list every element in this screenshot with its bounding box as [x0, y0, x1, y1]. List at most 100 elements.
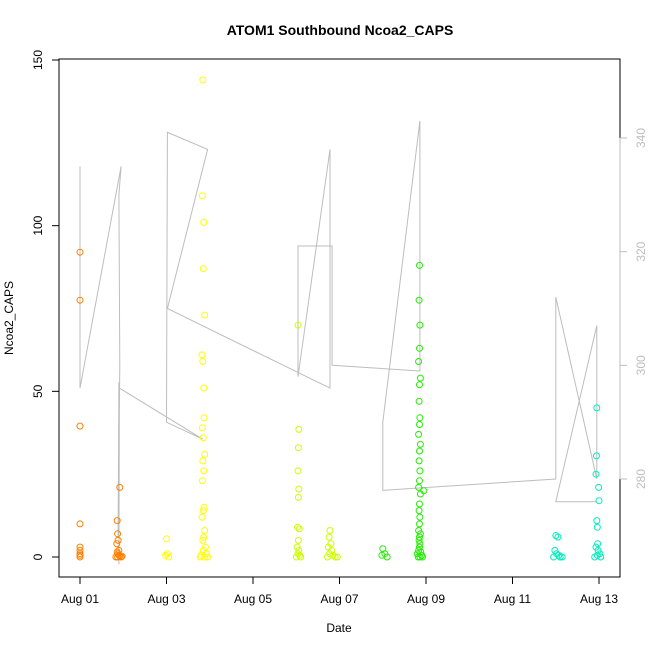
scatter-point — [199, 536, 207, 544]
scatter-point — [558, 553, 566, 561]
scatter-point — [416, 490, 424, 498]
scatter-point — [416, 467, 424, 475]
scatter-point — [333, 553, 341, 561]
scatter-point — [416, 500, 423, 508]
scatter-point — [76, 546, 84, 554]
scatter-point — [198, 513, 206, 521]
y-tick-label: 0 — [31, 553, 45, 560]
y-tick-label: 150 — [31, 50, 45, 70]
y-tick-label: 50 — [31, 384, 45, 398]
scatter-point — [294, 493, 302, 501]
scatter-point — [416, 530, 424, 538]
y-axis: 0 50 100 150 — [31, 50, 60, 560]
scatter-point — [200, 503, 208, 511]
scatter-point — [163, 535, 170, 543]
scatter-point — [199, 457, 207, 465]
scatter-point — [294, 536, 302, 544]
y-tick-label: 100 — [31, 215, 45, 235]
scatter-point — [200, 414, 208, 422]
scatter-point — [416, 440, 424, 448]
scatter-point — [76, 248, 84, 256]
x-tick-label: Aug 09 — [407, 592, 445, 606]
scatter-point — [200, 533, 208, 541]
scatter-point — [118, 552, 126, 560]
x-tick-label: Aug 03 — [147, 592, 185, 606]
x-axis: Aug 01 Aug 03 Aug 05 Aug 07 Aug 09 Aug 11 Aug … — [61, 576, 618, 606]
scatter-point — [198, 424, 206, 432]
scatter-point — [416, 477, 423, 485]
scatter-point — [383, 553, 391, 561]
scatter-point — [114, 530, 122, 538]
scatter-point — [415, 546, 423, 554]
scatter-point — [76, 422, 84, 430]
scatter-point — [416, 261, 423, 269]
x-tick-label: Aug 13 — [580, 592, 618, 606]
scatter-point — [416, 543, 423, 551]
scatter-point — [199, 507, 207, 515]
scatter-point — [76, 296, 84, 304]
scatter-point — [415, 527, 423, 534]
scatter-point — [295, 525, 303, 533]
scatter-point — [323, 553, 331, 561]
scatter-point — [592, 452, 600, 460]
scatter-point — [594, 540, 602, 548]
scatter-point — [416, 374, 424, 382]
scatter-point — [594, 546, 602, 554]
scatter-point — [198, 351, 206, 359]
scatter-point — [199, 358, 207, 365]
scatter-point — [204, 553, 212, 561]
scatter-point — [326, 527, 334, 534]
scatter-point — [117, 553, 125, 561]
scatter-point — [416, 421, 423, 428]
x-tick-label: Aug 11 — [494, 592, 531, 606]
scatter-point — [196, 553, 204, 561]
scatter-point — [294, 321, 302, 329]
scatter-point — [416, 533, 423, 541]
x-tick-label: Aug 01 — [61, 592, 99, 606]
scatter-point — [200, 384, 208, 392]
scatter-point — [592, 470, 600, 478]
y2-tick-label: 280 — [634, 469, 648, 489]
scatter-point — [163, 550, 171, 558]
scatter-point — [292, 553, 300, 561]
scatter-point — [415, 430, 423, 438]
scatter-point — [201, 450, 209, 458]
scatter-point — [201, 527, 209, 534]
scatter-point — [551, 546, 559, 554]
x-tick-label: Aug 05 — [234, 592, 272, 606]
y2-tick-label: 340 — [634, 128, 648, 148]
scatter-point — [420, 487, 428, 495]
scatter-point — [76, 543, 84, 551]
secondary-line-series — [79, 120, 598, 565]
scatter-point — [416, 540, 424, 548]
scatter-point — [199, 265, 207, 273]
scatter-point — [199, 434, 207, 442]
scatter-point — [554, 533, 562, 541]
chart-title: ATOM1 Southbound Ncoa2_CAPS — [227, 22, 454, 38]
scatter-point — [325, 533, 333, 541]
scatter-point — [297, 553, 305, 561]
secondary-y-axis: 280 300 320 340 — [619, 128, 648, 489]
y-axis-label: Ncoa2_CAPS — [2, 281, 16, 355]
scatter-point — [76, 520, 84, 528]
scatter-point — [198, 192, 206, 200]
x-axis-label: Date — [326, 621, 352, 635]
scatter-point — [416, 447, 423, 455]
scatter-point — [113, 540, 121, 548]
scatter-point — [415, 296, 423, 304]
scatter-point — [201, 311, 209, 319]
scatter-point — [294, 523, 301, 531]
scatter-point — [295, 485, 303, 493]
scatter-point — [593, 517, 601, 525]
scatter-point — [556, 553, 564, 561]
scatter-point — [415, 483, 423, 491]
plot-frame — [58, 58, 621, 578]
scatter-point — [593, 404, 601, 412]
scatter-point — [419, 553, 426, 561]
scatter-point — [165, 553, 173, 561]
scatter-point — [416, 321, 424, 329]
scatter-point — [295, 425, 303, 433]
scatter-point — [416, 553, 424, 561]
y2-tick-label: 320 — [634, 241, 648, 261]
